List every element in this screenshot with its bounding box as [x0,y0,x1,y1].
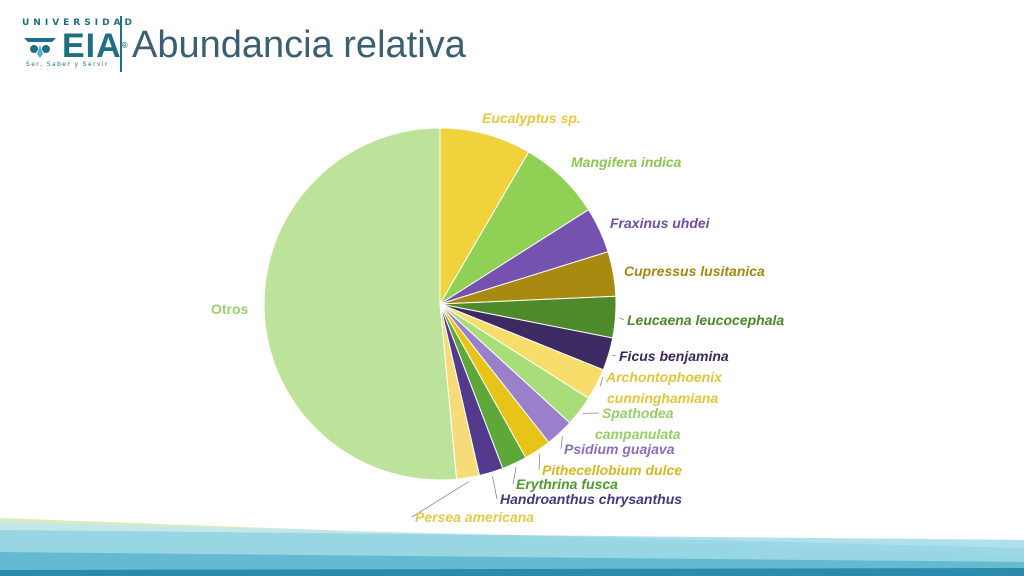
pie-label-psidium-guajava: Psidium guajava [564,441,675,457]
logo-tagline: Ser, Saber y Servir [26,61,109,68]
wave-band-5 [0,568,1024,576]
page-title: Abundancia relativa [132,24,466,66]
leader-line-pithecellobium-dulce [538,453,541,471]
logo-top-text: UNIVERSIDAD [22,18,136,28]
pie-label-fraxinus-uhdei: Fraxinus uhdei [610,215,711,231]
leader-line-persea-americana [411,481,469,518]
pie-label-ficus-benjamina: Ficus benjamina [619,348,729,364]
pie-label-leucaena-leucocephala: Leucaena leucocephala [627,312,784,328]
pie-label-archontophoenix-cunninghamiana-line2: cunninghamiana [607,390,718,406]
pie-slices [263,127,617,481]
pie-slice-eucalyptus-sp [439,127,530,306]
pie-label-persea-americana: Persea americana [415,509,534,525]
pie-label-erythrina-fusca: Erythrina fusca [516,476,618,492]
eia-owl-logo-icon [24,38,56,58]
leader-line-archontophoenix-cunninghamiana [599,376,604,387]
pie-label-eucalyptus-sp: Eucalyptus sp. [482,110,581,126]
leader-line-erythrina-fusca [512,467,517,485]
pie-label-pithecellobium-dulce: Pithecellobium dulce [542,462,682,478]
pie-leader-lines [411,317,625,518]
logo-main-text: EIA® [62,27,129,65]
pie-label-mangifera-indica: Mangifera indica [571,154,682,170]
university-logo: UNIVERSIDAD EIA® Ser, Saber y Servir [18,14,132,76]
pie-label-cupressus-lusitanica: Cupressus lusitanica [624,263,765,279]
header-divider [120,16,122,72]
pie-label-otros: Otros [211,301,249,317]
pie-label-spathodea-campanulata-line2: campanulata [595,426,681,442]
pie-labels: Eucalyptus sp. Mangifera indica Fraxinus u… [211,110,784,525]
pie-slice-otros [263,127,458,481]
pie-label-handroanthus-chrysanthus: Handroanthus chrysanthus [500,491,682,507]
registered-mark: ® [121,41,129,50]
pie-label-spathodea-campanulata: Spathodea [602,405,674,421]
footer-waves [0,518,1024,576]
pie-label-archontophoenix-cunninghamiana: Archontophoenix [605,369,723,385]
leader-line-ficus-benjamina [612,354,617,357]
leader-line-psidium-guajava [560,435,563,450]
leader-line-leucaena-leucocephala [619,317,625,321]
leader-line-handroanthus-chrysanthus [492,476,498,500]
